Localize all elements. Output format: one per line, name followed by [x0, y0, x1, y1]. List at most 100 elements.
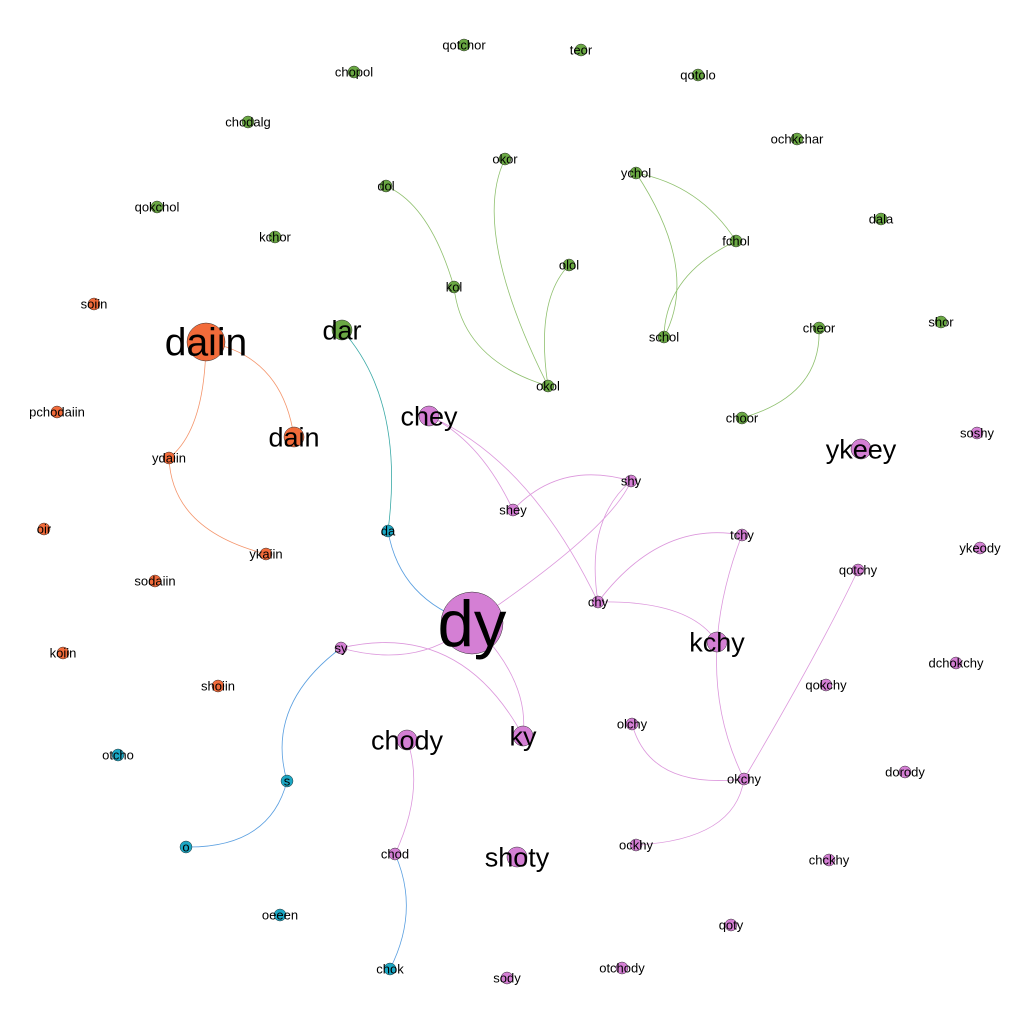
- node-chod[interactable]: [388, 847, 402, 861]
- node-s[interactable]: [280, 774, 294, 788]
- node-qoty[interactable]: [724, 918, 738, 932]
- node-label-shy: shy: [621, 474, 642, 489]
- node-shor[interactable]: [934, 315, 948, 329]
- node-chodalg[interactable]: [241, 115, 255, 129]
- edge-sy-s: [281, 647, 342, 782]
- edge-shey-shy: [512, 474, 632, 511]
- node-label-okor: okor: [492, 152, 518, 167]
- node-dain[interactable]: [283, 426, 305, 448]
- edge-olchy-okchy: [631, 723, 745, 781]
- node-label-shoty: shoty: [485, 842, 550, 872]
- edge-okor-okol: [493, 158, 549, 387]
- node-teor[interactable]: [574, 43, 588, 57]
- node-label-dala: dala: [869, 212, 894, 227]
- node-label-o: o: [182, 840, 189, 855]
- node-ochkchar[interactable]: [790, 132, 804, 146]
- node-choor[interactable]: [735, 411, 749, 425]
- node-label-choor: choor: [726, 411, 759, 426]
- node-kchy[interactable]: [706, 631, 728, 653]
- node-okor[interactable]: [498, 152, 512, 166]
- node-otcho[interactable]: [111, 748, 125, 762]
- node-chody[interactable]: [396, 729, 418, 751]
- edge-ydaiin-ykaiin: [168, 457, 267, 555]
- node-ykeody[interactable]: [973, 541, 987, 555]
- node-sy[interactable]: [334, 641, 348, 655]
- node-label-ochkchar: ochkchar: [771, 132, 824, 147]
- node-dy[interactable]: [440, 591, 504, 655]
- node-dol[interactable]: [379, 179, 393, 193]
- node-ockhy[interactable]: [629, 838, 643, 852]
- node-daiin[interactable]: [186, 322, 226, 362]
- node-chy[interactable]: [591, 595, 605, 609]
- edge-okchy-ockhy: [635, 778, 745, 846]
- node-label-dy: dy: [438, 587, 507, 660]
- node-oeeen[interactable]: [273, 908, 287, 922]
- node-chopol[interactable]: [347, 65, 361, 79]
- node-olol[interactable]: [562, 258, 576, 272]
- node-sodaiin[interactable]: [148, 574, 162, 588]
- node-label-ky: ky: [510, 721, 538, 751]
- node-qokchy[interactable]: [819, 678, 833, 692]
- node-qotchy[interactable]: [851, 563, 865, 577]
- node-ychol[interactable]: [629, 166, 643, 180]
- node-chok[interactable]: [383, 962, 397, 976]
- node-otchody[interactable]: [615, 961, 629, 975]
- node-ydaiin[interactable]: [162, 451, 176, 465]
- edge-fchol-schol: [663, 240, 737, 338]
- node-chey[interactable]: [418, 405, 440, 427]
- node-ykaiin[interactable]: [259, 547, 273, 561]
- edge-chod-chok: [389, 853, 407, 970]
- node-dorody[interactable]: [898, 765, 912, 779]
- node-label-ockhy: ockhy: [619, 838, 653, 853]
- node-shoiin[interactable]: [211, 679, 225, 693]
- node-fchol[interactable]: [729, 234, 743, 248]
- node-shey[interactable]: [506, 503, 520, 517]
- node-label-pchodaiin: pchodaiin: [29, 405, 85, 420]
- node-label-shoiin: shoiin: [201, 679, 235, 694]
- node-cheor[interactable]: [812, 321, 826, 335]
- node-layer: [37, 38, 987, 985]
- node-qotchor[interactable]: [457, 38, 471, 52]
- node-soshy[interactable]: [970, 426, 984, 440]
- node-dar[interactable]: [331, 319, 353, 341]
- node-schol[interactable]: [657, 330, 671, 344]
- node-dala[interactable]: [874, 212, 888, 226]
- node-label-olol: olol: [559, 258, 579, 273]
- node-label-qotolo: qotolo: [680, 68, 715, 83]
- node-label-ydaiin: ydaiin: [152, 451, 186, 466]
- edge-layer: [168, 158, 859, 970]
- edge-shy-chy: [594, 480, 632, 603]
- node-label-oeeen: oeeen: [262, 908, 298, 923]
- node-label-dorody: dorody: [885, 765, 925, 780]
- node-label-chok: chok: [376, 962, 404, 977]
- node-label-dain: dain: [268, 422, 319, 452]
- node-dchokchy[interactable]: [949, 656, 963, 670]
- node-pchodaiin[interactable]: [50, 405, 64, 419]
- node-okchy[interactable]: [737, 772, 751, 786]
- node-olchy[interactable]: [625, 717, 639, 731]
- node-label-cheor: cheor: [803, 321, 836, 336]
- node-kchor[interactable]: [268, 230, 282, 244]
- node-koiin[interactable]: [56, 646, 70, 660]
- node-sody[interactable]: [500, 971, 514, 985]
- edge-chey-shey: [428, 415, 514, 511]
- node-ky[interactable]: [512, 725, 534, 747]
- node-label-ykeey: ykeey: [826, 434, 897, 464]
- node-qokchol[interactable]: [150, 200, 164, 214]
- node-tchy[interactable]: [735, 528, 749, 542]
- node-oir[interactable]: [37, 522, 51, 536]
- node-kol[interactable]: [447, 280, 461, 294]
- node-ykeey[interactable]: [850, 438, 872, 460]
- node-okol[interactable]: [541, 379, 555, 393]
- node-o[interactable]: [179, 840, 193, 854]
- node-soiin[interactable]: [87, 297, 101, 311]
- node-da[interactable]: [381, 524, 395, 538]
- node-chckhy[interactable]: [822, 853, 836, 867]
- node-shy[interactable]: [624, 474, 638, 488]
- node-shoty[interactable]: [506, 846, 528, 868]
- node-qotolo[interactable]: [691, 68, 705, 82]
- node-label-shor: shor: [928, 315, 954, 330]
- node-label-ykeody: ykeody: [959, 541, 1001, 556]
